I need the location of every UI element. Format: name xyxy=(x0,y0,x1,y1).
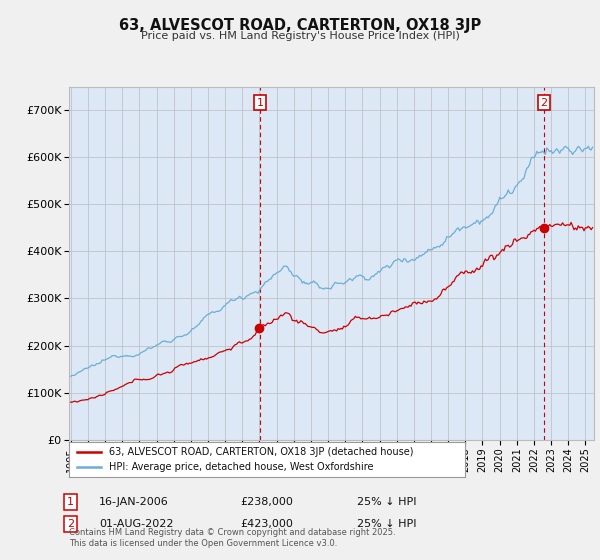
Text: 25% ↓ HPI: 25% ↓ HPI xyxy=(357,497,416,507)
Text: 1: 1 xyxy=(67,497,74,507)
Text: 63, ALVESCOT ROAD, CARTERTON, OX18 3JP: 63, ALVESCOT ROAD, CARTERTON, OX18 3JP xyxy=(119,18,481,33)
Text: 2: 2 xyxy=(67,519,74,529)
Text: 1: 1 xyxy=(257,97,263,108)
Text: 63, ALVESCOT ROAD, CARTERTON, OX18 3JP (detached house): 63, ALVESCOT ROAD, CARTERTON, OX18 3JP (… xyxy=(109,447,413,457)
Text: £238,000: £238,000 xyxy=(240,497,293,507)
Text: 16-JAN-2006: 16-JAN-2006 xyxy=(99,497,169,507)
Text: Price paid vs. HM Land Registry's House Price Index (HPI): Price paid vs. HM Land Registry's House … xyxy=(140,31,460,41)
Text: 25% ↓ HPI: 25% ↓ HPI xyxy=(357,519,416,529)
Text: 01-AUG-2022: 01-AUG-2022 xyxy=(99,519,173,529)
Text: £423,000: £423,000 xyxy=(240,519,293,529)
Text: Contains HM Land Registry data © Crown copyright and database right 2025.
This d: Contains HM Land Registry data © Crown c… xyxy=(69,528,395,548)
Text: HPI: Average price, detached house, West Oxfordshire: HPI: Average price, detached house, West… xyxy=(109,463,373,473)
Text: 2: 2 xyxy=(541,97,547,108)
